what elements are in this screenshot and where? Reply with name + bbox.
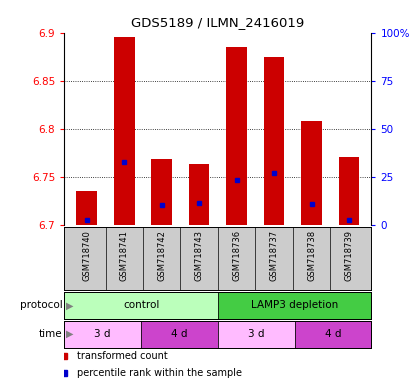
Bar: [226, 47, 247, 225]
Bar: [189, 164, 210, 225]
Bar: [218, 292, 371, 319]
Text: transformed count: transformed count: [77, 351, 167, 361]
Bar: [339, 157, 359, 225]
Text: GSM718739: GSM718739: [344, 230, 354, 281]
Text: GSM718738: GSM718738: [307, 230, 316, 281]
Bar: [114, 38, 134, 225]
Bar: [64, 321, 141, 348]
Text: GSM718740: GSM718740: [82, 230, 91, 281]
Bar: [218, 321, 295, 348]
Bar: [264, 57, 284, 225]
Text: protocol: protocol: [20, 300, 62, 310]
Text: 3 d: 3 d: [248, 329, 264, 339]
Bar: [295, 321, 371, 348]
Text: GSM718742: GSM718742: [157, 230, 166, 281]
Text: GSM718741: GSM718741: [120, 230, 129, 281]
Text: time: time: [39, 329, 62, 339]
Title: GDS5189 / ILMN_2416019: GDS5189 / ILMN_2416019: [131, 16, 305, 29]
Bar: [151, 159, 172, 225]
Bar: [141, 321, 218, 348]
Text: LAMP3 depletion: LAMP3 depletion: [251, 300, 338, 310]
Text: 4 d: 4 d: [325, 329, 341, 339]
Text: ▶: ▶: [66, 329, 74, 339]
Text: 4 d: 4 d: [171, 329, 188, 339]
Text: control: control: [123, 300, 159, 310]
Bar: [301, 121, 322, 225]
Bar: [76, 191, 97, 225]
Text: GSM718743: GSM718743: [195, 230, 204, 281]
Text: ▶: ▶: [66, 300, 74, 310]
Text: GSM718737: GSM718737: [270, 230, 278, 281]
Text: percentile rank within the sample: percentile rank within the sample: [77, 368, 242, 379]
Text: GSM718736: GSM718736: [232, 230, 241, 281]
Bar: [64, 292, 218, 319]
Text: 3 d: 3 d: [95, 329, 111, 339]
